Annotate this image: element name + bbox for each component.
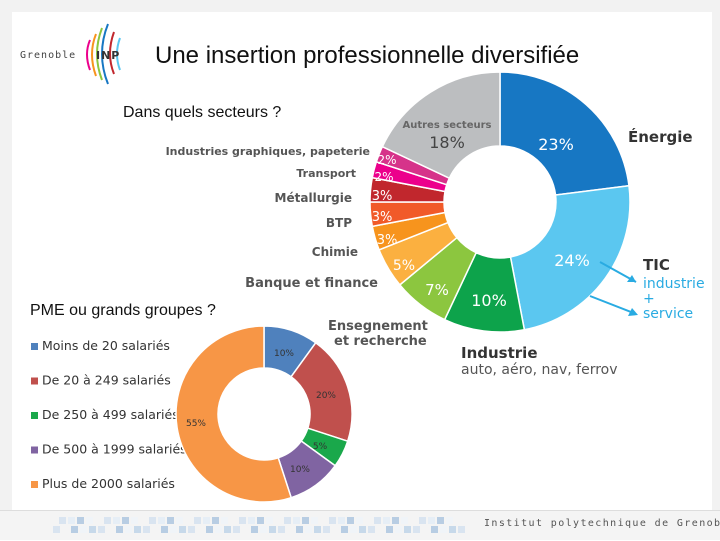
sector-pct-label: 10% bbox=[471, 291, 507, 310]
sector-pct-label: 24% bbox=[554, 251, 590, 270]
legend-swatch bbox=[31, 481, 38, 488]
sector-pct-label: 3% bbox=[372, 210, 393, 225]
grenoble-inp-logo: Grenoble INP bbox=[18, 14, 130, 86]
size-pct-label: 55% bbox=[186, 419, 206, 429]
sector-slice bbox=[499, 71, 630, 196]
frame-left bbox=[0, 0, 12, 540]
sector-sub-label: auto, aéro, nav, ferrov bbox=[461, 362, 618, 378]
size-pct-label: 10% bbox=[274, 349, 294, 359]
frame-right bbox=[712, 0, 720, 540]
sector-slice bbox=[381, 71, 501, 180]
institution-name: Institut polytechnique de Grenoble bbox=[484, 518, 720, 529]
legend-label: Moins de 20 salariés bbox=[42, 338, 170, 353]
sector-pct-label: 18% bbox=[429, 133, 465, 152]
sector-pct-label: 3% bbox=[372, 189, 393, 204]
legend-swatch bbox=[31, 377, 38, 385]
footer-pattern-icon bbox=[53, 517, 465, 533]
sector-pct-label: 23% bbox=[538, 135, 574, 154]
footer-band bbox=[0, 510, 720, 540]
sector-name-label: BTP bbox=[326, 216, 352, 230]
legend-label: De 20 à 249 salariés bbox=[42, 373, 171, 388]
legend-swatch bbox=[31, 412, 38, 419]
sector-name-label: TIC bbox=[643, 256, 670, 274]
sector-name-label: Autres secteurs bbox=[402, 120, 491, 131]
tic-arrowhead-icon bbox=[627, 275, 636, 282]
legend-label: De 250 à 499 salariés bbox=[42, 407, 179, 422]
sector-name-label: Industrie bbox=[461, 344, 538, 362]
legend-label: De 500 à 1999 salariés bbox=[42, 442, 187, 457]
logo-suffix: INP bbox=[96, 49, 121, 62]
sector-sub-label: industrie bbox=[643, 276, 705, 292]
size-pct-label: 20% bbox=[316, 391, 336, 401]
size-pct-label: 5% bbox=[313, 442, 328, 452]
sector-name-label: Chimie bbox=[312, 245, 358, 259]
legend-swatch bbox=[31, 446, 38, 454]
sector-name-label: Ensegnement bbox=[328, 319, 428, 334]
sector-name-label: Métallurgie bbox=[275, 191, 352, 205]
sector-name-label: Industries graphiques, papeterie bbox=[166, 145, 370, 158]
size-pct-label: 10% bbox=[290, 465, 310, 475]
sector-name-label: Énergie bbox=[628, 127, 693, 146]
sector-pct-label: 5% bbox=[393, 258, 415, 274]
sector-sub-label: + bbox=[643, 291, 655, 307]
sector-pct-label: 7% bbox=[425, 281, 449, 299]
sector-name-label: Banque et finance bbox=[245, 276, 378, 291]
logo-arcs-icon bbox=[86, 23, 121, 85]
legend-swatch bbox=[31, 343, 38, 350]
sectors-question: Dans quels secteurs ? bbox=[123, 104, 282, 121]
logo-text: Grenoble bbox=[20, 50, 77, 61]
size-slice bbox=[175, 325, 293, 503]
sector-pct-label: 3% bbox=[377, 233, 398, 248]
sector-slice bbox=[509, 184, 631, 331]
sector-pct-label: 2% bbox=[374, 170, 393, 184]
sector-name-label: Transport bbox=[296, 167, 356, 180]
sector-name-label: et recherche bbox=[334, 334, 427, 349]
sector-sub-label: service bbox=[643, 306, 693, 322]
tic-arrow-icon bbox=[589, 295, 637, 315]
sector-pct-label: 2% bbox=[377, 153, 396, 167]
frame-top bbox=[0, 0, 720, 12]
legend-label: Plus de 2000 salariés bbox=[42, 476, 175, 491]
tic-arrowhead-icon bbox=[628, 308, 638, 316]
page-title: Une insertion professionnelle diversifié… bbox=[155, 42, 580, 69]
company-size-question: PME ou grands groupes ? bbox=[30, 302, 216, 319]
